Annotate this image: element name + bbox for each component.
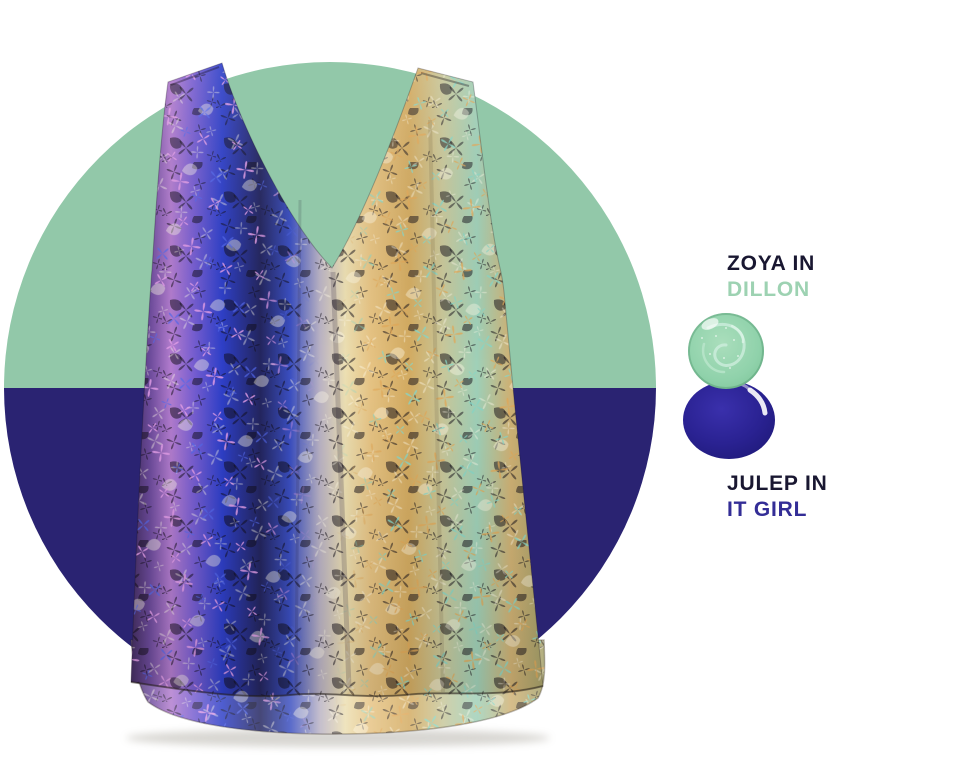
mint-nail-polish-drop-icon bbox=[688, 313, 764, 389]
hem-seam bbox=[130, 681, 544, 698]
zoya-brand-line: ZOYA IN bbox=[727, 252, 816, 275]
left-strap-fold bbox=[170, 66, 220, 86]
center-seam bbox=[330, 271, 352, 689]
right-strap-fold bbox=[420, 72, 470, 87]
floral-tank-top-image bbox=[130, 62, 546, 735]
julep-shade-name: IT GIRL bbox=[727, 498, 808, 521]
tank-main-layer bbox=[130, 62, 544, 698]
navy-nail-polish-drop-icon bbox=[683, 381, 775, 459]
garment-shadow bbox=[126, 729, 550, 747]
polish-swatches bbox=[683, 313, 775, 459]
pairing-zoya: ZOYA IN DILLON bbox=[727, 251, 927, 303]
right-fold bbox=[428, 119, 445, 693]
left-fold bbox=[294, 199, 302, 693]
pairing-julep: JULEP IN IT GIRL bbox=[727, 471, 927, 523]
zoya-shade-name: DILLON bbox=[727, 278, 810, 301]
julep-brand-line: JULEP IN bbox=[727, 472, 828, 495]
